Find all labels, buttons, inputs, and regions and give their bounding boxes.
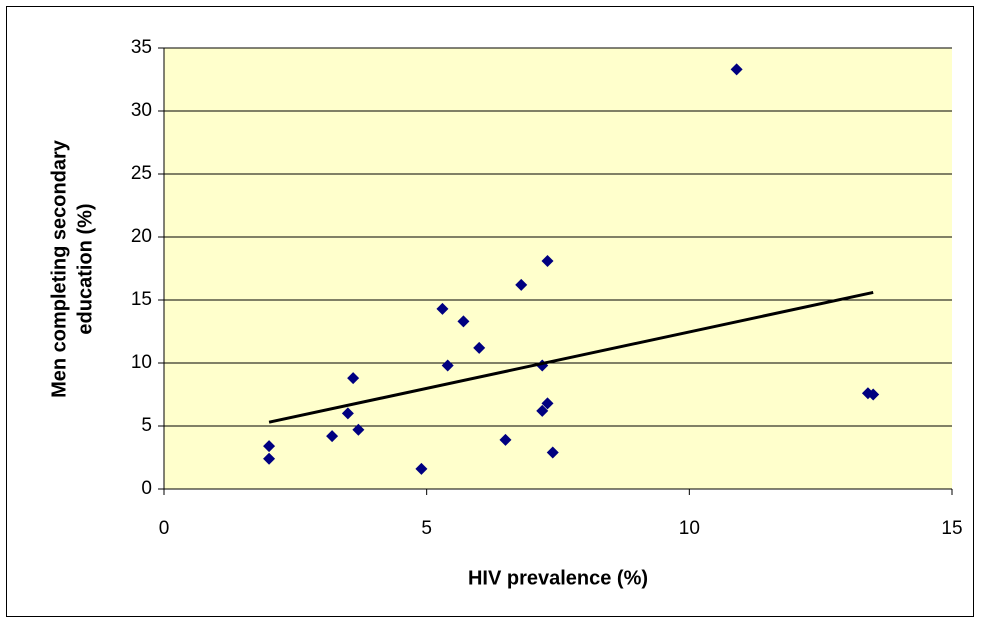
point [352,423,365,436]
plot-area [164,48,952,489]
point [326,430,339,443]
x-tick-label: 5 [421,518,432,539]
x-tick-label: 10 [679,518,700,539]
point [441,359,454,372]
point [341,407,354,420]
y-tick-label: 25 [131,163,152,184]
point [457,315,470,328]
x-tick-label: 0 [159,518,170,539]
point [515,278,528,291]
y-axis-label: Men completing secondary [48,139,70,398]
y-tick-label: 30 [131,100,152,121]
point [415,462,428,475]
point [499,433,512,446]
x-tick-label: 15 [941,518,962,539]
point [536,404,549,417]
y-tick-label: 5 [141,415,152,436]
point [347,372,360,385]
y-tick-label: 10 [131,352,152,373]
trendline [268,290,874,424]
y-tick-label: 20 [131,226,152,247]
y-axis-label: education (%) [74,203,96,334]
point [473,341,486,354]
point [730,63,743,76]
point [436,302,449,315]
point [263,440,276,453]
y-tick-label: 35 [131,37,152,58]
point [541,254,554,267]
point [263,452,276,465]
point [546,446,559,459]
y-tick-label: 0 [141,478,152,499]
x-axis-label: HIV prevalence (%) [468,567,648,589]
point [541,397,554,410]
y-tick-label: 15 [131,289,152,310]
point [867,388,880,401]
